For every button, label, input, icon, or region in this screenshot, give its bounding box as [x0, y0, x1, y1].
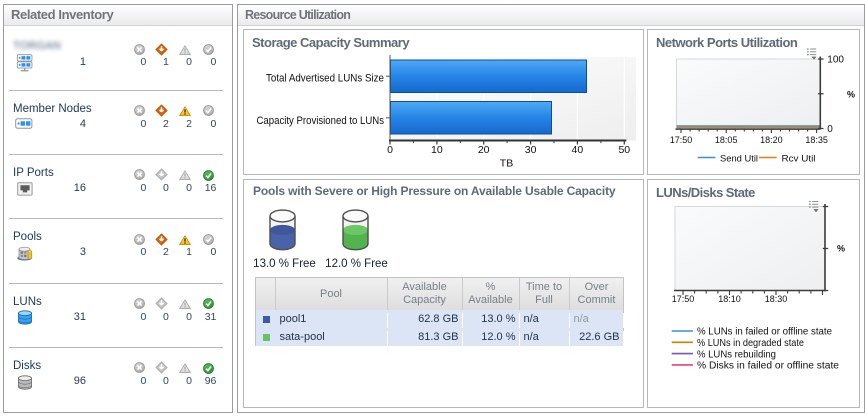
svg-text:% LUNs in degraded state: % LUNs in degraded state — [697, 338, 804, 349]
svg-text:17:50: 17:50 — [672, 294, 695, 304]
svg-text:17:50: 17:50 — [670, 135, 693, 145]
svg-text:18:10: 18:10 — [718, 294, 741, 304]
svg-text:% LUNs in failed or offline st: % LUNs in failed or offline state — [697, 327, 832, 338]
svg-text:18:05: 18:05 — [715, 135, 738, 145]
svg-text:40: 40 — [572, 144, 584, 156]
svg-text:% Disks in failed or offline s: % Disks in failed or offline state — [697, 361, 839, 372]
svg-text:0: 0 — [387, 144, 393, 156]
svg-text:Rcv Util: Rcv Util — [782, 153, 816, 164]
svg-text:30: 30 — [525, 144, 537, 156]
svg-text:% LUNs rebuilding: % LUNs rebuilding — [697, 349, 776, 360]
svg-text:Capacity Provisioned to LUNs: Capacity Provisioned to LUNs — [257, 115, 385, 127]
svg-text:Send Util: Send Util — [720, 153, 758, 164]
svg-text:0: 0 — [827, 124, 833, 135]
svg-text:100: 100 — [827, 55, 844, 66]
svg-text:%: % — [847, 90, 855, 100]
svg-text:18:35: 18:35 — [805, 135, 828, 145]
svg-text:18:30: 18:30 — [765, 294, 788, 304]
svg-text:TB: TB — [500, 158, 513, 170]
svg-text:20: 20 — [478, 144, 490, 156]
svg-text:%: % — [837, 244, 845, 254]
svg-text:Total Advertised LUNs Size: Total Advertised LUNs Size — [266, 73, 384, 85]
svg-text:10: 10 — [431, 144, 443, 156]
svg-text:50: 50 — [618, 144, 630, 156]
svg-text:18:20: 18:20 — [760, 135, 783, 145]
